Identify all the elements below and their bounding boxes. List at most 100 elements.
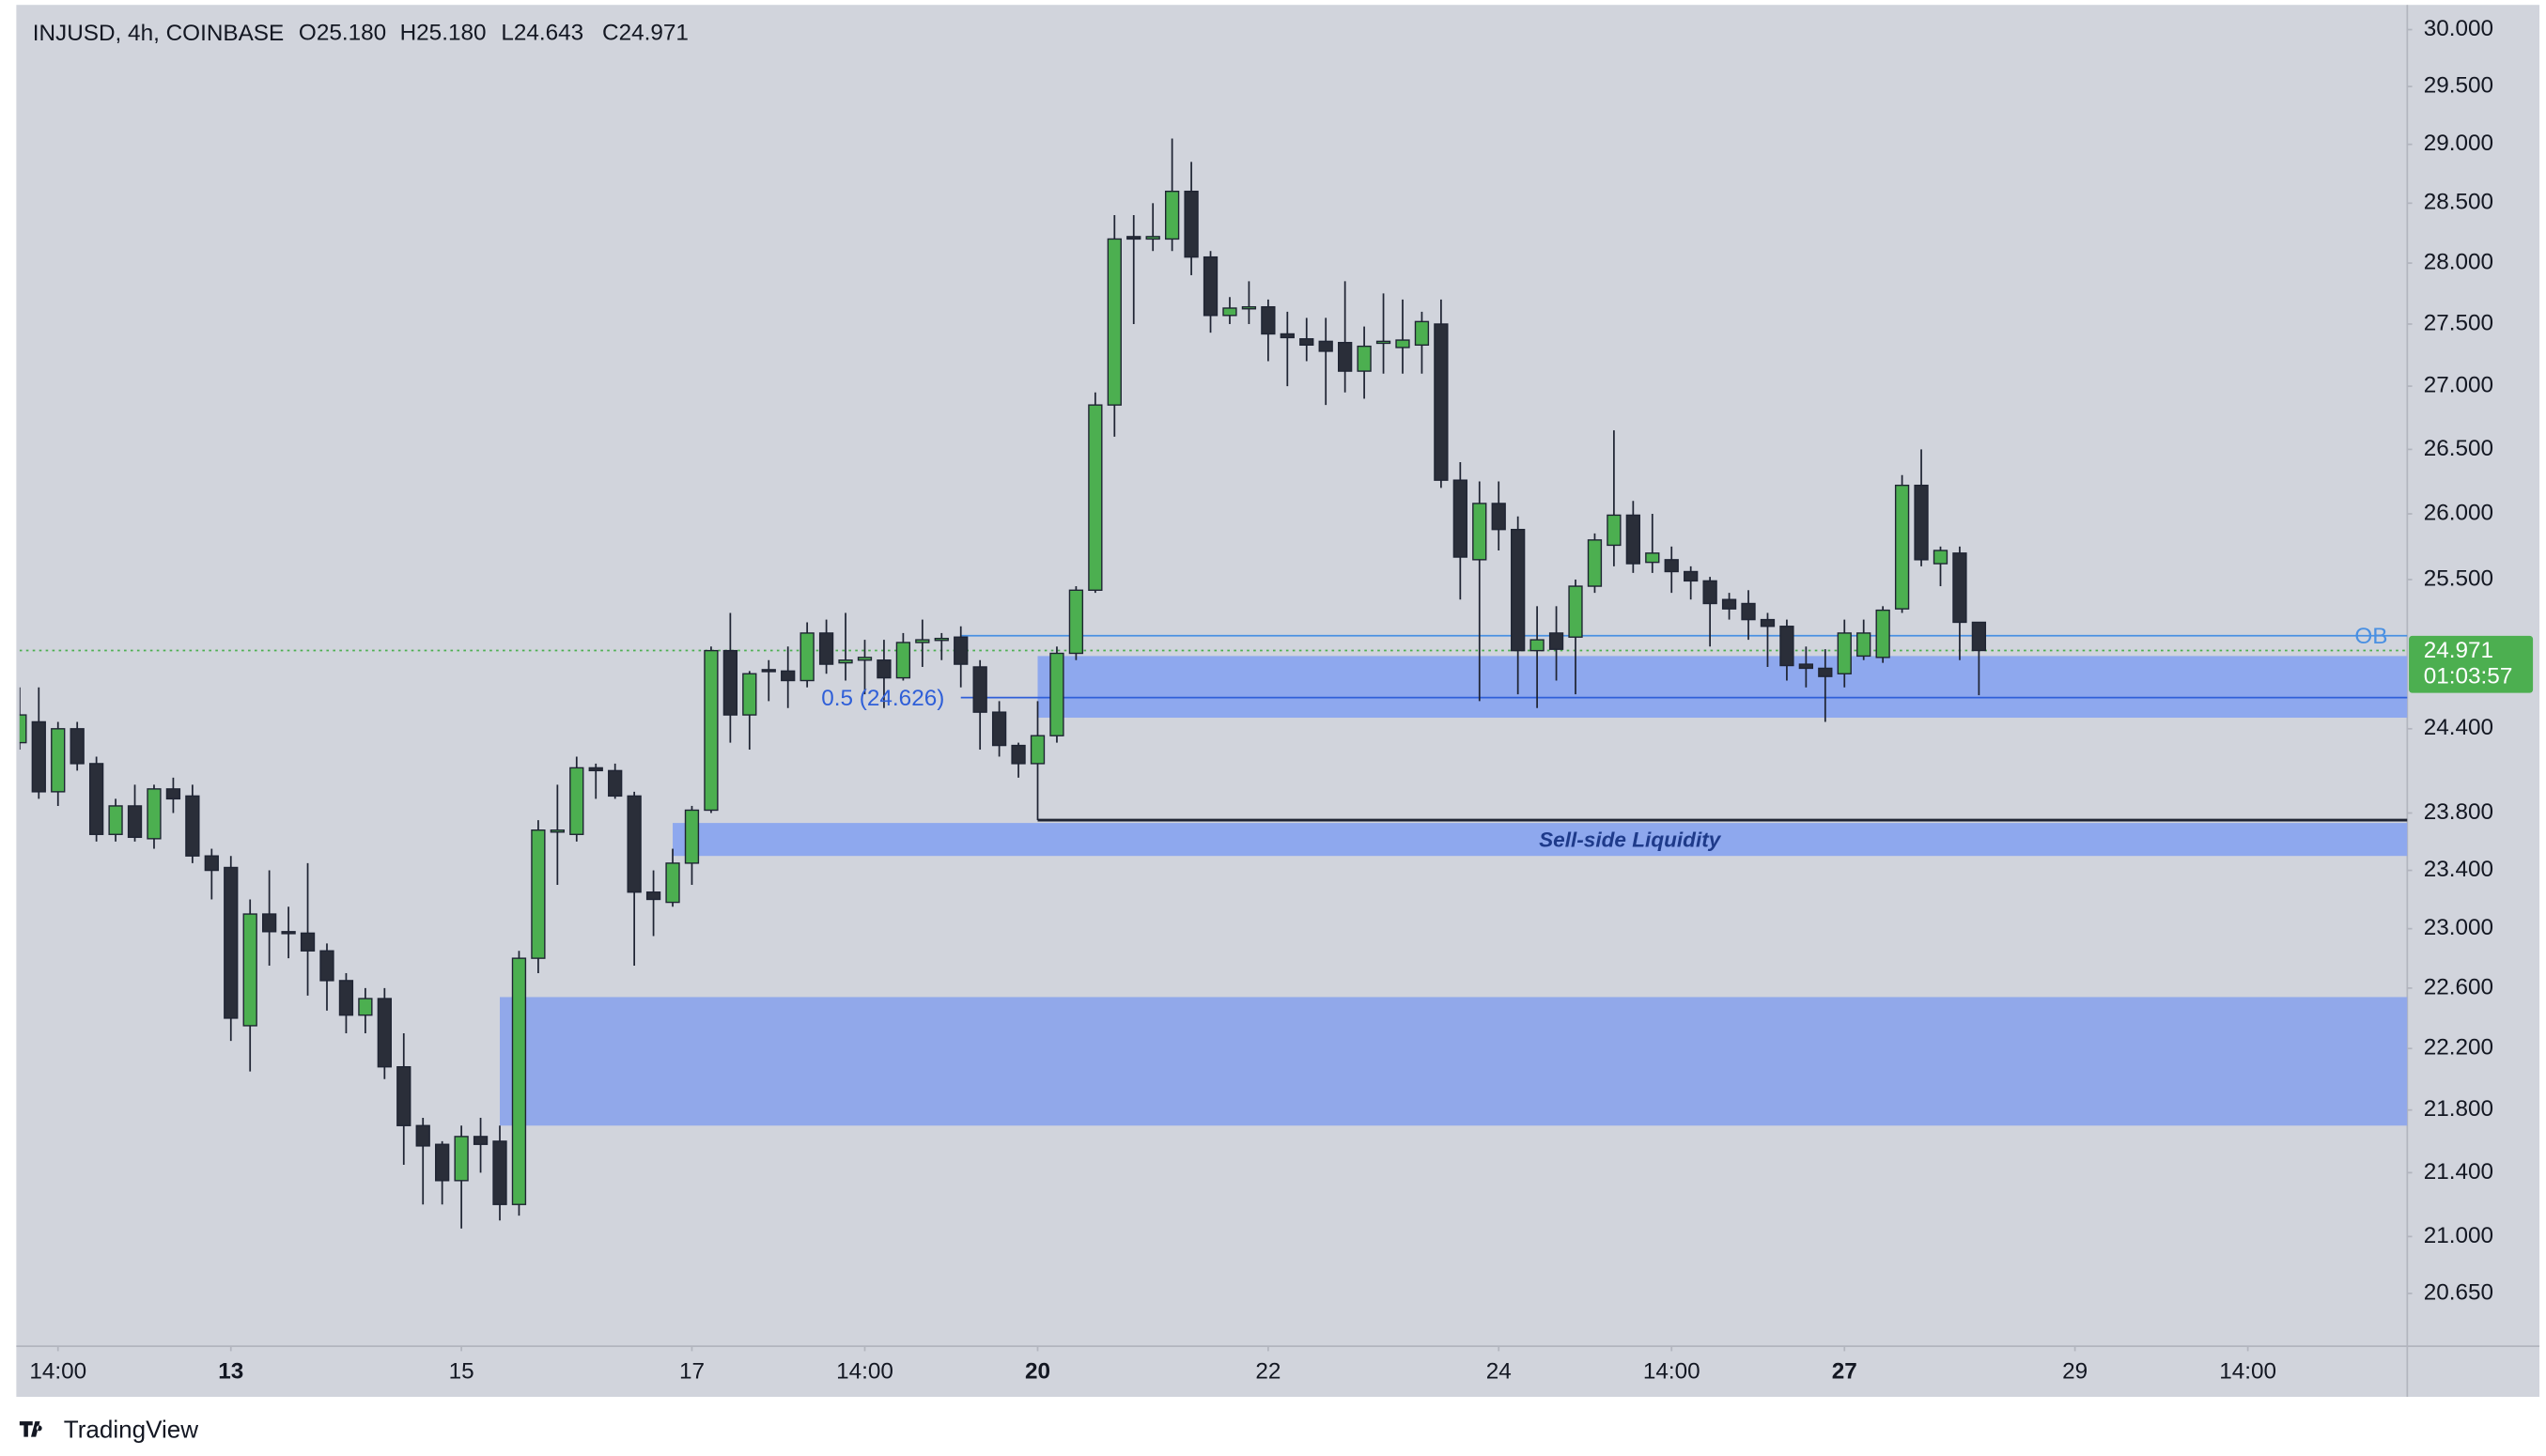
- candle-body: [1145, 236, 1160, 240]
- y-tick-label: 26.000: [2424, 500, 2493, 525]
- candle-body: [722, 649, 738, 716]
- candle-body: [1357, 345, 1372, 372]
- plot-area: Sell-side Liquidity: [19, 138, 2408, 1229]
- candle-body: [550, 829, 565, 833]
- candle-body: [204, 855, 219, 872]
- countdown-label: 01:03:57: [2424, 664, 2513, 689]
- y-tick-label: 23.800: [2424, 799, 2493, 825]
- candle-body: [511, 957, 527, 1205]
- candle-body: [281, 931, 296, 935]
- candle-body: [1011, 744, 1026, 765]
- branding: TradingView: [19, 1415, 199, 1443]
- candle-body: [838, 659, 853, 664]
- y-tick-label: 27.000: [2424, 372, 2493, 397]
- candle-body: [1088, 404, 1103, 591]
- x-tick-label: 14:00: [836, 1358, 893, 1384]
- candle-body: [1952, 552, 1967, 624]
- candle-body: [800, 632, 815, 682]
- candle-body: [1241, 305, 1257, 310]
- candle-body: [1107, 238, 1122, 406]
- candle-body: [224, 866, 239, 1019]
- candle-body: [1529, 639, 1545, 652]
- candle-body: [1798, 663, 1814, 670]
- candle-body: [319, 950, 334, 982]
- candle-body: [1607, 514, 1622, 547]
- candle-body: [1721, 598, 1737, 610]
- candle-body: [415, 1124, 430, 1147]
- candle-body: [1837, 632, 1852, 674]
- candle-body: [1184, 190, 1199, 258]
- candle-body: [1472, 503, 1487, 561]
- x-tick-label: 17: [679, 1358, 705, 1384]
- y-tick-label: 23.000: [2424, 915, 2493, 940]
- zone-label: Sell-side Liquidity: [1539, 828, 1722, 851]
- candle-body: [1779, 626, 1794, 667]
- ohlc-value: 25.180: [416, 21, 486, 46]
- candle-body: [1280, 333, 1295, 339]
- candle-body: [1491, 503, 1506, 531]
- candle-body: [1452, 479, 1467, 558]
- y-tick-label: 22.600: [2424, 974, 2493, 999]
- ohlc-key: L: [501, 21, 514, 46]
- candle-body: [1049, 652, 1064, 736]
- ohlc-key: O: [299, 21, 317, 46]
- y-tick-label: 28.000: [2424, 249, 2493, 274]
- candle-body: [1434, 323, 1449, 481]
- candle-body: [588, 767, 603, 772]
- candle-body: [51, 728, 66, 793]
- candle-body: [1126, 236, 1141, 240]
- level-label: OB: [2354, 624, 2387, 649]
- candle-body: [1299, 338, 1314, 347]
- candle-body: [1511, 528, 1526, 652]
- candle-body: [954, 636, 969, 665]
- ohlc-item: O25.180: [299, 21, 386, 46]
- y-tick-label: 23.400: [2424, 857, 2493, 882]
- axes: OB 0.5 (24.626) 30.000 29.500 29.000 28.500 28…: [29, 16, 2534, 1384]
- candle-body: [358, 998, 373, 1016]
- candle-body: [262, 913, 277, 933]
- ohlc-key: C: [602, 21, 619, 46]
- candle-body: [1645, 552, 1660, 564]
- candle-body: [895, 642, 911, 679]
- candle-body: [1375, 340, 1391, 345]
- candle-body: [627, 795, 642, 893]
- candle-body: [531, 829, 546, 959]
- x-tick-label: 24: [1486, 1358, 1512, 1384]
- candle-body: [1741, 602, 1756, 621]
- candle-body: [1030, 735, 1046, 765]
- ohlc-item: L24.643: [501, 21, 583, 46]
- candle-body: [1818, 667, 1833, 677]
- last-price-label: 24.971: [2424, 638, 2493, 663]
- candle-body: [972, 666, 987, 713]
- y-tick-label: 21.000: [2424, 1223, 2493, 1248]
- y-tick-label: 21.800: [2424, 1096, 2493, 1122]
- x-tick-label: 13: [218, 1358, 243, 1384]
- candle-body: [492, 1140, 507, 1205]
- candle-body: [1933, 550, 1948, 565]
- y-tick-label: 20.650: [2424, 1279, 2493, 1305]
- candle-body: [934, 637, 949, 642]
- symbol-title: INJUSD, 4h, COINBASE: [33, 21, 285, 46]
- candle-body: [877, 659, 892, 679]
- x-tick-label: 14:00: [1643, 1358, 1700, 1384]
- x-tick-label: 29: [2062, 1358, 2088, 1384]
- ohlc-value: 25.180: [317, 21, 386, 46]
- candle-body: [645, 891, 661, 901]
- ohlc-readout: O25.180 H25.180 L24.643 C24.971: [299, 21, 689, 46]
- ohlc-key: H: [400, 21, 417, 46]
- candle-body: [108, 805, 123, 835]
- candle-body: [684, 809, 700, 864]
- candle-body: [127, 805, 143, 839]
- candle-body: [88, 763, 104, 835]
- candle-body: [1318, 340, 1333, 352]
- candle-body: [857, 657, 873, 661]
- branding-text: TradingView: [64, 1415, 199, 1443]
- last-price-badge: [2409, 635, 2534, 693]
- candle-body: [31, 720, 46, 793]
- candle-body: [1338, 341, 1353, 372]
- x-tick-label: 22: [1255, 1358, 1281, 1384]
- candle-body: [454, 1136, 469, 1182]
- candle-body: [1068, 589, 1084, 655]
